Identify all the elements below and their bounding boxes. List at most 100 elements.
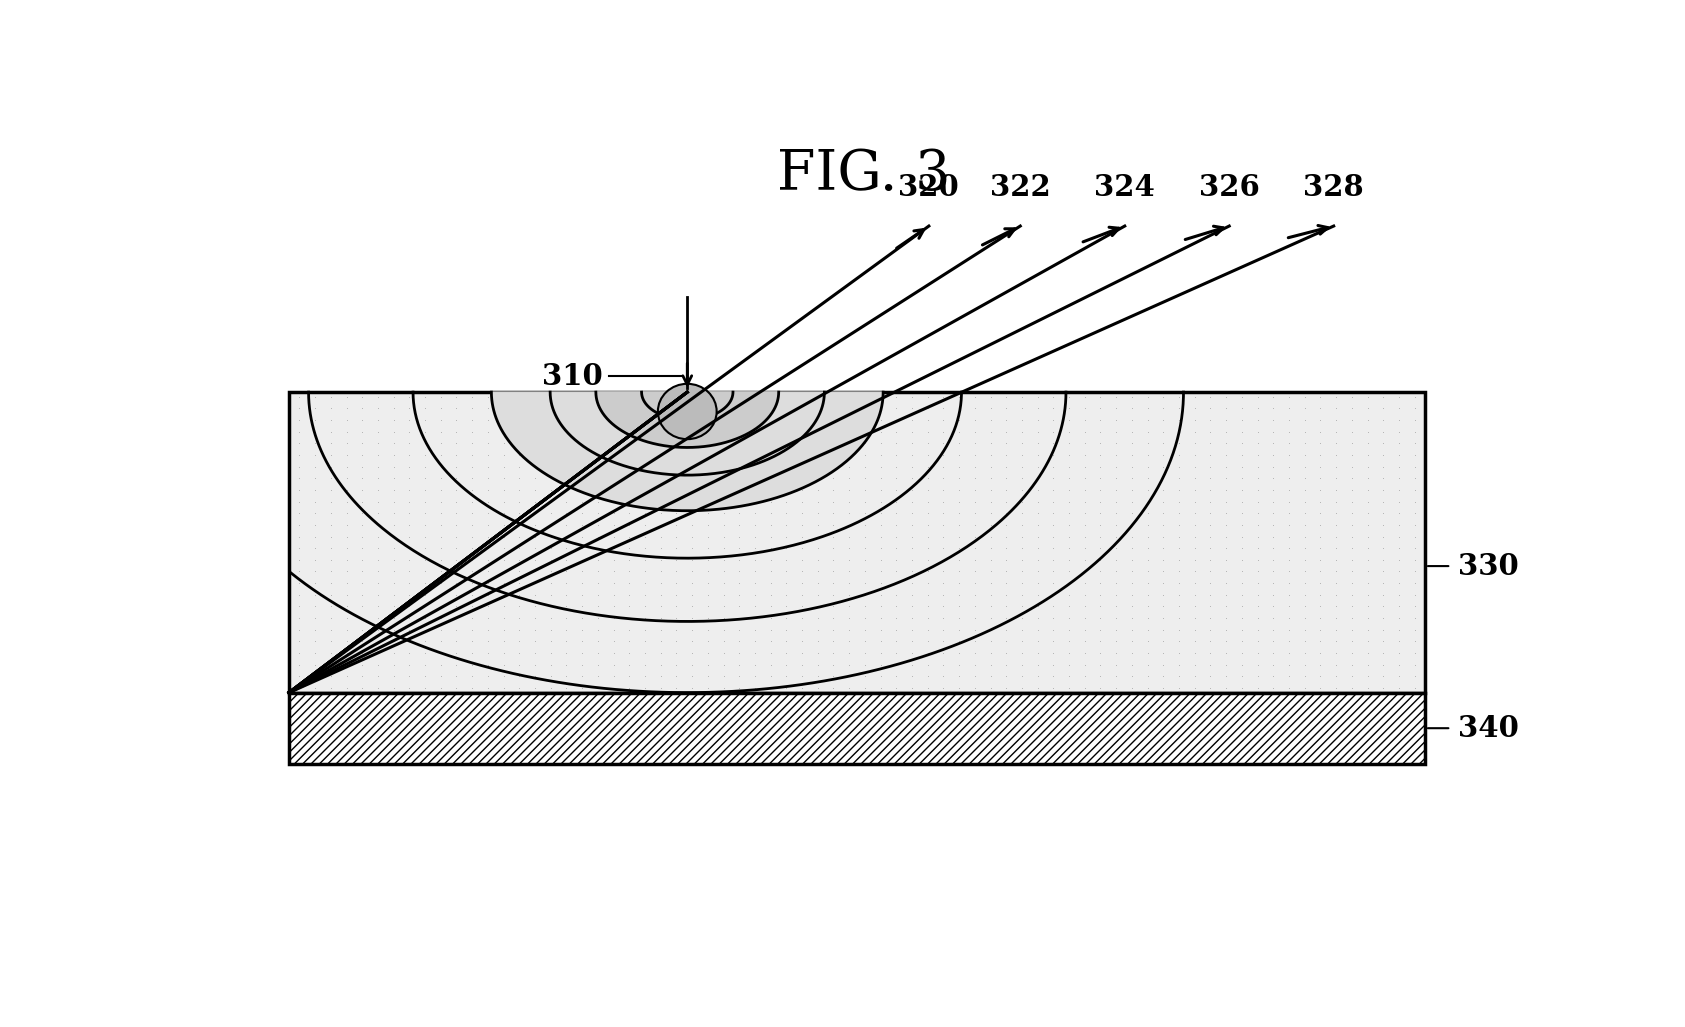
Point (317, 447, 344, 463)
Point (458, 645, 485, 661)
Point (1040, 645, 1067, 661)
Point (364, 540, 391, 557)
Point (1181, 656, 1208, 673)
Point (1024, 645, 1051, 661)
Point (1260, 505, 1287, 522)
Point (836, 458, 863, 474)
Point (490, 633, 517, 649)
Point (662, 575, 689, 592)
Point (1244, 435, 1270, 452)
Point (538, 401, 564, 417)
Point (898, 656, 925, 673)
Point (302, 482, 329, 498)
Point (962, 610, 989, 626)
Point (789, 598, 816, 614)
Point (1134, 586, 1161, 603)
Point (349, 633, 376, 649)
Point (458, 656, 485, 673)
Point (585, 668, 612, 684)
Point (945, 621, 972, 638)
Point (883, 645, 910, 661)
Point (1024, 563, 1051, 579)
Point (585, 470, 612, 487)
Point (428, 401, 455, 417)
Point (1102, 610, 1129, 626)
Point (1323, 610, 1350, 626)
Point (1291, 423, 1318, 440)
Point (1024, 633, 1051, 649)
Point (977, 435, 1004, 452)
Point (836, 517, 863, 533)
Point (1149, 551, 1176, 568)
Point (600, 563, 627, 579)
Point (945, 610, 972, 626)
Point (726, 517, 753, 533)
Point (522, 470, 549, 487)
Point (1040, 458, 1067, 474)
Point (773, 447, 800, 463)
Point (1385, 505, 1412, 522)
Point (1055, 505, 1082, 522)
Point (962, 470, 989, 487)
Point (381, 586, 408, 603)
Point (428, 458, 455, 474)
Point (286, 551, 313, 568)
Point (1308, 680, 1335, 696)
Point (1323, 621, 1350, 638)
Point (490, 493, 517, 509)
Point (679, 528, 706, 544)
Point (1402, 668, 1429, 684)
Point (396, 505, 423, 522)
Point (662, 621, 689, 638)
Point (1370, 528, 1397, 544)
Point (1102, 645, 1129, 661)
Point (883, 610, 910, 626)
Point (741, 551, 768, 568)
Point (694, 435, 721, 452)
Point (915, 680, 942, 696)
Point (553, 633, 580, 649)
Point (349, 517, 376, 533)
Point (662, 540, 689, 557)
Point (915, 645, 942, 661)
Point (977, 412, 1004, 428)
Point (945, 517, 972, 533)
Point (317, 656, 344, 673)
Point (286, 645, 313, 661)
Point (1402, 482, 1429, 498)
Point (1276, 645, 1303, 661)
Point (962, 412, 989, 428)
Point (883, 621, 910, 638)
Point (1338, 575, 1365, 592)
Point (1040, 598, 1067, 614)
Point (679, 645, 706, 661)
Point (709, 610, 736, 626)
Point (334, 598, 361, 614)
Point (553, 470, 580, 487)
Point (1276, 668, 1303, 684)
Point (522, 435, 549, 452)
Point (1228, 575, 1255, 592)
Point (1402, 645, 1429, 661)
Point (490, 388, 517, 405)
Point (632, 388, 659, 405)
Point (396, 610, 423, 626)
Point (1119, 505, 1146, 522)
Point (1181, 388, 1208, 405)
Point (868, 447, 895, 463)
Point (757, 586, 784, 603)
Point (679, 412, 706, 428)
Point (615, 447, 642, 463)
Point (726, 645, 753, 661)
Point (851, 493, 878, 509)
Point (679, 563, 706, 579)
Point (883, 447, 910, 463)
Point (898, 401, 925, 417)
Point (585, 388, 612, 405)
Point (804, 482, 831, 498)
Point (804, 680, 831, 696)
Point (490, 540, 517, 557)
Point (1370, 458, 1397, 474)
Point (302, 551, 329, 568)
Point (709, 540, 736, 557)
